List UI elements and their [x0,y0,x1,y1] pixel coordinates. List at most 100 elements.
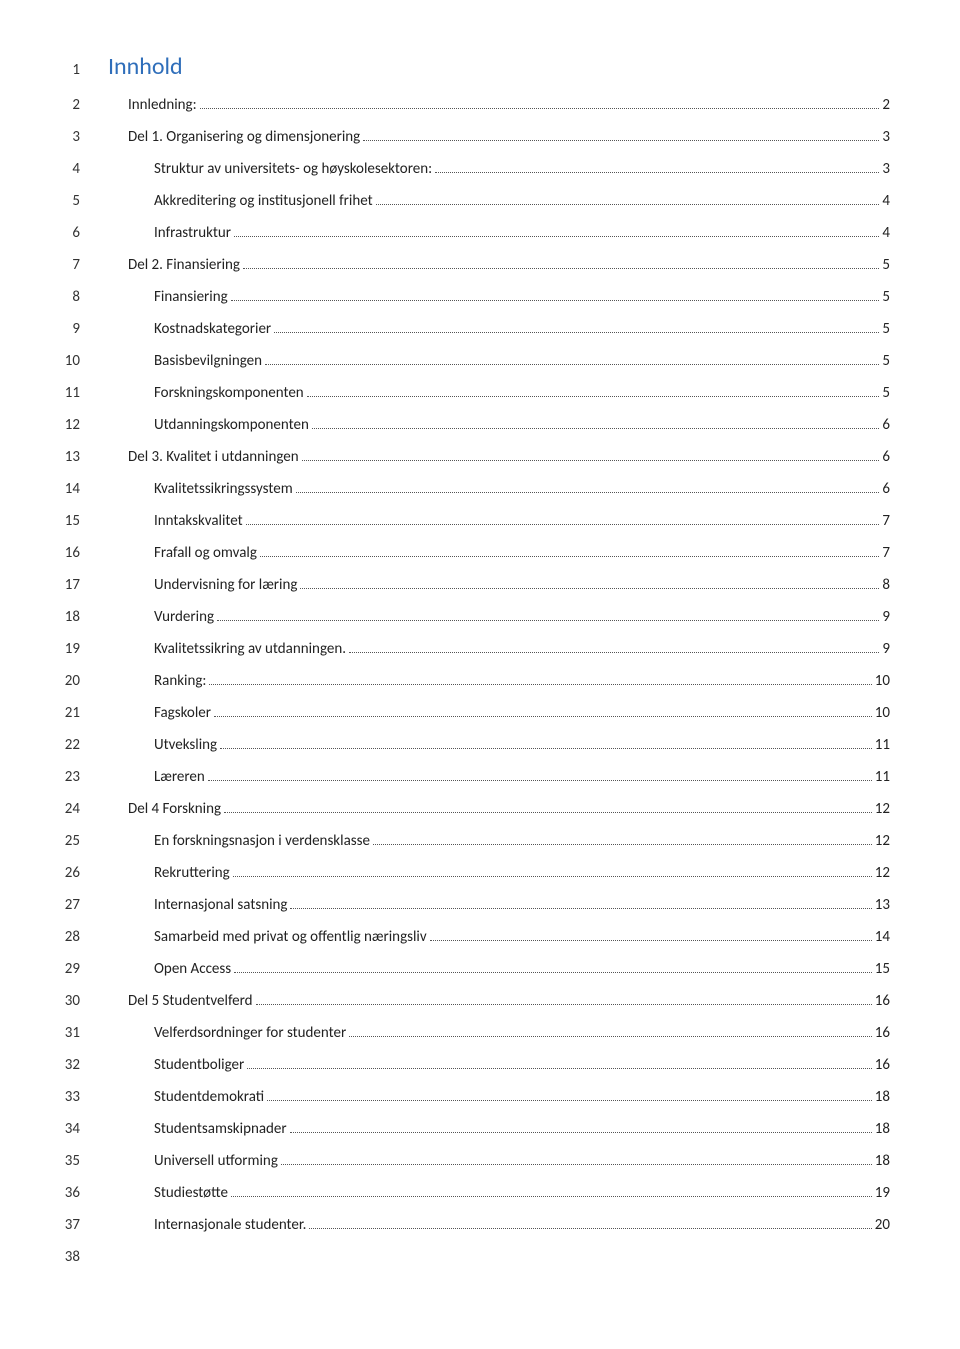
toc-entry[interactable]: Læreren 11 [108,767,890,788]
toc-entry-text: Forskningskomponenten [154,383,304,404]
toc-entry[interactable]: Struktur av universitets- og høyskolesek… [108,159,890,180]
toc-entry[interactable]: Open Access 15 [108,959,890,980]
toc-leader-dots [296,492,880,493]
toc-entry[interactable]: Fagskoler 10 [108,703,890,724]
toc-leader-dots [373,844,872,845]
toc-line: 17Undervisning for læring 8 [30,575,890,596]
toc-entry-text: Kostnadskategorier [154,319,271,340]
toc-line: 9Kostnadskategorier 5 [30,319,890,340]
toc-leader-dots [231,1196,872,1197]
toc-entry-text: Innledning: [128,95,197,116]
toc-line: 29Open Access 15 [30,959,890,980]
toc-line: 33Studentdemokrati 18 [30,1087,890,1108]
toc-entry[interactable]: Universell utforming 18 [108,1151,890,1172]
line-number: 5 [30,191,108,212]
toc-page-number: 16 [875,991,890,1012]
toc-line: 23Læreren 11 [30,767,890,788]
line-number: 6 [30,223,108,244]
toc-leader-dots [224,812,872,813]
toc-entry[interactable]: Del 3. Kvalitet i utdanningen 6 [108,447,890,468]
toc-entry[interactable]: Studentdemokrati 18 [108,1087,890,1108]
toc-leader-dots [256,1004,872,1005]
toc-page-number: 4 [882,191,890,212]
toc-entry[interactable]: Vurdering 9 [108,607,890,628]
toc-entry[interactable]: Velferdsordninger for studenter 16 [108,1023,890,1044]
toc-entry[interactable]: Del 2. Finansiering 5 [108,255,890,276]
toc-entry[interactable]: Kvalitetssikring av utdanningen. 9 [108,639,890,660]
toc-leader-dots [217,620,879,621]
toc-entry-text: Inntakskvalitet [154,511,243,532]
line-number: 22 [30,735,108,756]
toc-page-number: 12 [875,799,890,820]
toc-entry-text: Kvalitetssikring av utdanningen. [154,639,346,660]
line-number: 9 [30,319,108,340]
toc-page-number: 6 [882,415,890,436]
toc-entry[interactable]: Akkreditering og institusjonell frihet 4 [108,191,890,212]
toc-entry[interactable]: Kostnadskategorier 5 [108,319,890,340]
toc-page-number: 15 [875,959,890,980]
line-number: 34 [30,1119,108,1140]
toc-entry[interactable]: Kvalitetssikringssystem 6 [108,479,890,500]
toc-page-number: 18 [875,1087,890,1108]
toc-leader-dots [246,524,880,525]
toc-entry-text: Internasjonale studenter. [154,1215,306,1236]
line-number: 3 [30,127,108,148]
toc-entry-text: Utdanningskomponenten [154,415,309,436]
toc-entry-text: Studiestøtte [154,1183,228,1204]
toc-entry[interactable]: Studentboliger 16 [108,1055,890,1076]
toc-page-number: 11 [875,767,890,788]
toc-entry[interactable]: Internasjonal satsning 13 [108,895,890,916]
toc-entry-text: Kvalitetssikringssystem [154,479,293,500]
toc-entry-text: Basisbevilgningen [154,351,262,372]
toc-page-number: 9 [882,639,890,660]
toc-entry[interactable]: En forskningsnasjon i verdensklasse 12 [108,831,890,852]
toc-entry-text: Del 1. Organisering og dimensjonering [128,127,360,148]
toc-entry[interactable]: Del 5 Studentvelferd 16 [108,991,890,1012]
toc-page-number: 12 [875,863,890,884]
toc-leader-dots [243,268,879,269]
line-number: 2 [30,95,108,116]
toc-leader-dots [265,364,879,365]
toc-page-number: 3 [882,127,890,148]
toc-leader-dots [376,204,880,205]
toc-entry[interactable]: Finansiering 5 [108,287,890,308]
line-number: 29 [30,959,108,980]
toc-line: 25En forskningsnasjon i verdensklasse 12 [30,831,890,852]
toc-line: 36Studiestøtte 19 [30,1183,890,1204]
toc-entry[interactable]: Ranking: 10 [108,671,890,692]
toc-entry[interactable]: Frafall og omvalg 7 [108,543,890,564]
line-number: 28 [30,927,108,948]
toc-line: 30Del 5 Studentvelferd 16 [30,991,890,1012]
toc-entry[interactable]: Forskningskomponenten 5 [108,383,890,404]
toc-leader-dots [290,908,871,909]
toc-entry[interactable]: Utdanningskomponenten 6 [108,415,890,436]
line-number: 17 [30,575,108,596]
toc-page-number: 5 [882,287,890,308]
toc-entry[interactable]: Studentsamskipnader 18 [108,1119,890,1140]
toc-leader-dots [220,748,872,749]
toc-entry[interactable]: Studiestøtte 19 [108,1183,890,1204]
toc-page-number: 6 [882,447,890,468]
toc-entry[interactable]: Utveksling 11 [108,735,890,756]
toc-entry[interactable]: Basisbevilgningen 5 [108,351,890,372]
toc-entry[interactable]: Infrastruktur 4 [108,223,890,244]
toc-entry[interactable]: Del 1. Organisering og dimensjonering 3 [108,127,890,148]
toc-entry[interactable]: Undervisning for læring 8 [108,575,890,596]
toc-entry[interactable]: Rekruttering 12 [108,863,890,884]
toc-page-number: 4 [882,223,890,244]
toc-entry-text: Fagskoler [154,703,211,724]
toc-entry[interactable]: Del 4 Forskning 12 [108,799,890,820]
toc-leader-dots [234,972,872,973]
toc-line: 28 Samarbeid med privat og offentlig næri… [30,927,890,948]
toc-entry[interactable]: Internasjonale studenter. 20 [108,1215,890,1236]
toc-entry[interactable]: Inntakskvalitet 7 [108,511,890,532]
toc-entry[interactable]: Samarbeid med privat og offentlig næring… [108,927,890,948]
toc-entry[interactable]: Innledning: 2 [108,95,890,116]
toc-leader-dots [349,1036,872,1037]
toc-leader-dots [260,556,879,557]
toc-title: Innhold [108,50,183,84]
toc-line: 19Kvalitetssikring av utdanningen. 9 [30,639,890,660]
toc-entry-text: Samarbeid med privat og offentlig næring… [154,927,427,948]
toc-entry-text: Velferdsordninger for studenter [154,1023,346,1044]
toc-page-number: 16 [875,1055,890,1076]
